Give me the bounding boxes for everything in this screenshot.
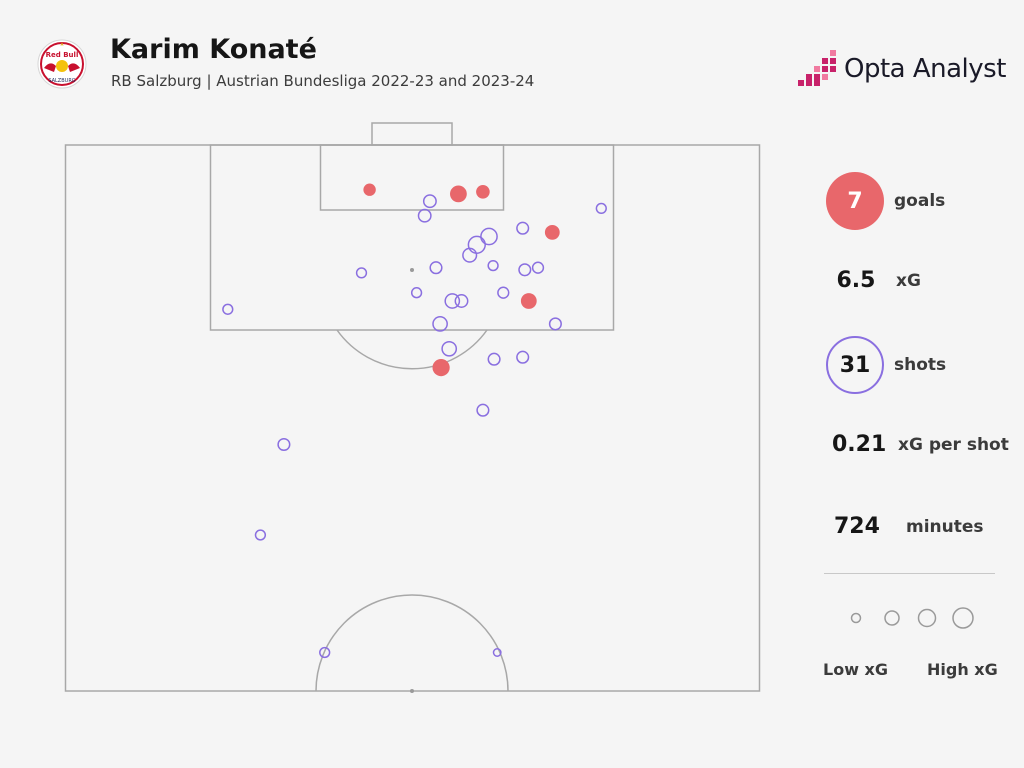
shot-marker	[476, 403, 490, 417]
centre-spot	[410, 689, 414, 693]
legend-low-xg-label: Low xG	[823, 660, 888, 679]
shot-marker	[277, 437, 291, 452]
pitch-outline	[64, 144, 761, 692]
xg-size-legend	[850, 607, 974, 629]
penalty-arc	[336, 329, 488, 370]
shot-marker	[444, 293, 461, 309]
goal-marker	[544, 225, 560, 240]
goal-marker	[450, 185, 467, 203]
shot-marker	[355, 267, 368, 279]
centre-circle-arc	[315, 594, 509, 692]
legend-high-xg-label: High xG	[927, 660, 998, 679]
minutes-stat: 724 minutes	[826, 514, 984, 539]
shot-marker	[432, 316, 448, 332]
xg-per-shot-value: 0.21	[832, 432, 887, 457]
xg-stat: 6.5 xG	[826, 268, 921, 293]
shot-marker	[595, 202, 607, 215]
shot-marker	[319, 646, 331, 659]
xg-value: 6.5	[836, 268, 876, 293]
legend-circle-2	[884, 610, 900, 626]
goal-frame	[371, 122, 453, 146]
xg-per-shot-label: xG per shot	[898, 434, 1009, 455]
legend-circle-1	[850, 612, 862, 624]
goal-marker	[476, 185, 490, 199]
club-competition-subtitle: RB Salzburg | Austrian Bundesliga 2022-2…	[111, 72, 535, 90]
club-crest-logo: Red Bull SALZBURG	[37, 39, 87, 89]
shots-layer	[222, 183, 607, 659]
shot-marker	[548, 317, 562, 331]
penalty-spot	[410, 268, 414, 272]
shot-marker	[467, 235, 486, 254]
player-name-title: Karim Konaté	[110, 34, 317, 65]
shot-marker	[454, 294, 469, 308]
shot-marker	[480, 227, 498, 246]
shots-label: shots	[894, 355, 947, 375]
shot-marker	[518, 263, 532, 277]
shot-marker	[492, 648, 502, 657]
svg-text:Red Bull: Red Bull	[46, 51, 79, 59]
goal-marker	[432, 359, 450, 377]
goals-count: 7	[826, 172, 884, 230]
shot-marker	[422, 194, 437, 209]
svg-text:SALZBURG: SALZBURG	[48, 78, 75, 84]
shot-marker	[429, 261, 443, 275]
legend-circle-3	[917, 608, 937, 628]
goals-label: goals	[894, 191, 946, 211]
shot-marker	[487, 352, 501, 366]
goal-marker	[363, 183, 376, 196]
shots-stat: 31 shots	[826, 336, 946, 394]
shot-marker	[516, 350, 530, 364]
opta-analyst-logo	[798, 50, 836, 86]
shot-marker	[497, 286, 510, 299]
xg-per-shot-stat: 0.21 xG per shot	[826, 432, 1009, 457]
legend-divider	[824, 573, 995, 574]
shot-marker	[441, 340, 458, 357]
shot-marker	[516, 221, 530, 235]
goal-marker	[520, 293, 537, 309]
six-yard-box	[319, 144, 505, 211]
legend-circle-4	[952, 607, 974, 629]
shot-marker	[531, 261, 545, 274]
shot-marker	[417, 208, 432, 223]
shot-marker	[254, 529, 267, 541]
shot-marker	[487, 259, 499, 272]
xg-label: xG	[896, 270, 921, 291]
shots-count: 31	[826, 336, 884, 394]
shot-marker	[222, 303, 234, 315]
minutes-label: minutes	[906, 516, 984, 537]
opta-analyst-wordmark: Opta Analyst	[844, 54, 1006, 84]
shot-marker	[410, 287, 423, 299]
goals-stat: 7 goals	[826, 172, 945, 230]
minutes-value: 724	[834, 514, 880, 539]
